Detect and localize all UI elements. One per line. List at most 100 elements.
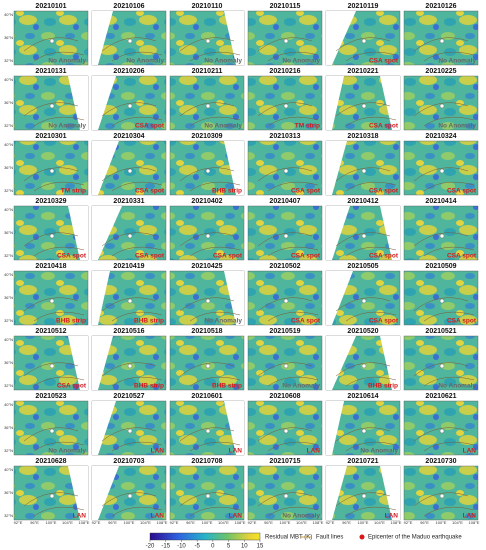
lon-label: 92°E: [248, 520, 257, 525]
panel-date: 20210407: [269, 198, 300, 205]
fault-line: [413, 427, 475, 452]
fault-line: [23, 102, 85, 127]
fault-line: [101, 37, 163, 62]
epicenter: [361, 428, 367, 434]
panel-date: 20210131: [35, 68, 66, 75]
panel-date: 20210324: [425, 133, 456, 140]
epicenter: [283, 168, 289, 174]
swath-gap: [326, 271, 353, 325]
map-background: [403, 270, 479, 326]
anomaly-label: CSA spot: [135, 188, 165, 195]
anomaly-label: CSA spot: [135, 123, 165, 130]
map-panel: [13, 75, 89, 131]
anomaly-label: CSA spot: [213, 253, 243, 260]
panel-date: 20210608: [269, 393, 300, 400]
fault-line: [23, 297, 85, 322]
epicenter: [205, 103, 211, 109]
colorbar-tick-label: -15: [161, 544, 170, 550]
anomaly-label: CSA spot: [291, 188, 321, 195]
anomaly-label: LAN: [151, 448, 165, 455]
map-panel: [169, 10, 245, 66]
swath-gap: [92, 401, 116, 455]
swath-gap: [68, 336, 88, 390]
lon-label: 104°E: [62, 520, 73, 525]
panel-date: 20210101: [35, 3, 66, 10]
panel-date: 20210523: [35, 393, 66, 400]
map-panel: [169, 400, 245, 456]
fault-line: [257, 492, 319, 517]
swath-gap: [92, 11, 113, 65]
anomaly-label: No Anomaly: [204, 123, 242, 130]
epicenter: [205, 298, 211, 304]
epicenter: [439, 363, 445, 369]
lon-label: 108°E: [79, 520, 90, 525]
anomaly-label: BHB strip: [134, 383, 164, 390]
map-background: [13, 400, 89, 456]
panel-date: 20210221: [347, 68, 378, 75]
map-background: [13, 140, 89, 196]
fault-line: [413, 167, 475, 192]
swath-gap: [380, 336, 400, 390]
map-panel: [325, 270, 401, 326]
map-panel: [13, 140, 89, 196]
swath-gap: [224, 141, 244, 195]
map-panel: [13, 270, 89, 326]
epicenter: [127, 493, 133, 499]
panel-date: 20210115: [270, 3, 301, 10]
swath-gap: [92, 336, 113, 390]
fault-line: [179, 167, 241, 192]
epicenter: [127, 38, 133, 44]
fault-line: [23, 362, 85, 387]
lon-label: 100°E: [358, 520, 369, 525]
map-panel: [91, 140, 167, 196]
lon-label: 108°E: [469, 520, 480, 525]
panel-date: 20210520: [347, 328, 378, 335]
swath-gap: [92, 76, 116, 130]
swath-gap: [326, 206, 350, 260]
fault-line: [179, 362, 241, 387]
panel-date: 20210419: [113, 263, 144, 270]
epicenter: [205, 493, 211, 499]
panel-date: 20210414: [425, 198, 456, 205]
epicenter-legend: Epicenter of the Maduo earthquake: [368, 535, 462, 541]
swath-gap: [68, 76, 88, 130]
panel-date: 20210527: [113, 393, 144, 400]
anomaly-label: LAN: [463, 513, 477, 520]
map-panel: [247, 465, 323, 521]
map-background: [247, 75, 323, 131]
epicenter: [49, 363, 55, 369]
lon-label: 96°E: [420, 520, 429, 525]
panel-date: 20210715: [269, 458, 300, 465]
swath-gap: [326, 466, 347, 520]
lon-label: 104°E: [140, 520, 151, 525]
lon-label: 104°E: [452, 520, 463, 525]
swath-gap: [326, 76, 344, 130]
fault-line: [257, 167, 319, 192]
map-panel: [91, 270, 167, 326]
panel-date: 20210505: [347, 263, 378, 270]
epicenter: [49, 103, 55, 109]
fault-line: [335, 167, 397, 192]
anomaly-label: CSA spot: [135, 253, 165, 260]
epicenter: [49, 233, 55, 239]
map-background: [169, 335, 245, 391]
map-panel: [13, 10, 89, 66]
anomaly-label: LAN: [73, 513, 87, 520]
anomaly-label: CSA spot: [369, 123, 399, 130]
map-background: [247, 10, 323, 66]
epicenter: [283, 428, 289, 434]
epicenter: [127, 168, 133, 174]
epicenter: [205, 363, 211, 369]
anomaly-label: LAN: [229, 513, 243, 520]
panel-date: 20210211: [192, 68, 223, 75]
panel-date: 20210703: [113, 458, 144, 465]
anomaly-label: TM strip: [61, 188, 86, 195]
colorbar-tick-label: -10: [177, 544, 186, 550]
map-background: [13, 10, 89, 66]
colorbar-tick-label: 5: [227, 544, 231, 550]
epicenter: [49, 168, 55, 174]
fault-line: [413, 297, 475, 322]
lat-label: 40°N: [4, 337, 13, 342]
lon-label: 100°E: [202, 520, 213, 525]
lon-label: 104°E: [374, 520, 385, 525]
